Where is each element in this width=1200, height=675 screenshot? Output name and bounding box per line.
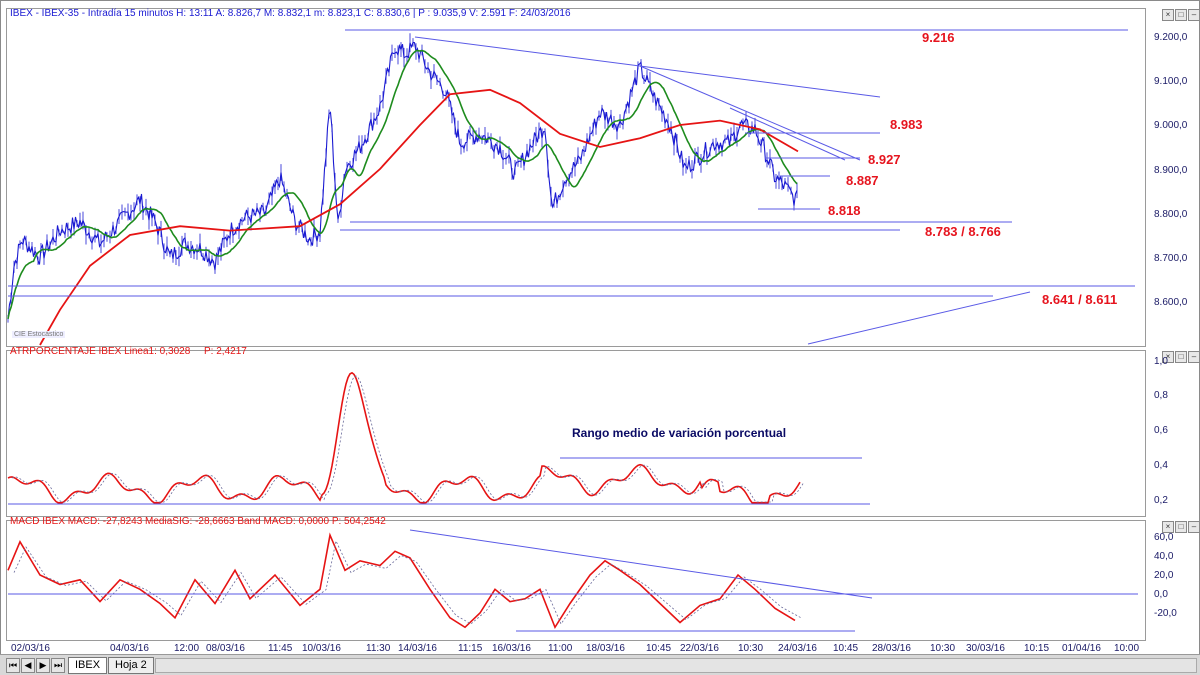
macd-panel-close-icon[interactable]: × [1162, 521, 1174, 533]
price-tick: 9.200,0 [1154, 32, 1188, 43]
macd-tick: 0,0 [1154, 589, 1168, 600]
level-label: 8.887 [846, 173, 879, 188]
x-tick: 18/03/16 [586, 643, 625, 654]
atr-note: Rango medio de variación porcentual [572, 426, 787, 440]
atr-tick: 0,2 [1154, 495, 1168, 506]
x-tick: 16/03/16 [492, 643, 531, 654]
price-axis [1147, 8, 1199, 347]
macd-tick: 60,0 [1154, 532, 1174, 543]
atr-signal-line [11, 375, 805, 503]
x-tick: 11:15 [458, 643, 483, 654]
sma-slow-line [39, 88, 799, 346]
price-tick: 9.100,0 [1154, 76, 1188, 87]
trend-line [729, 107, 846, 161]
tab-hoja-2[interactable]: Hoja 2 [108, 657, 154, 674]
atr-panel-title-a: ATRPORCENTAJE IBEX Linea1: 0,3028 [10, 346, 191, 357]
x-tick: 28/03/16 [872, 643, 911, 654]
sma-fast-line [7, 49, 798, 319]
price-tick: 8.900,0 [1154, 165, 1188, 176]
x-tick: 11:30 [366, 643, 391, 654]
first-sheet-icon[interactable]: ⏮ [6, 658, 20, 673]
x-tick: 24/03/16 [778, 643, 817, 654]
trend-lines-group [8, 29, 1138, 632]
atr-tick: 0,8 [1154, 390, 1168, 401]
macd-panel-title: MACD IBEX MACD: -27,8243 MediaSIG: -28,6… [10, 516, 386, 527]
atr-panel[interactable] [6, 350, 1146, 517]
macd-line [7, 532, 796, 630]
price-panel-maximize-icon[interactable]: □ [1175, 9, 1187, 21]
price-line [7, 41, 798, 319]
level-label: 8.927 [868, 152, 901, 167]
macd-tick: -20,0 [1154, 608, 1177, 619]
atr-tick: 1,0 [1154, 356, 1168, 367]
x-tick: 01/04/16 [1062, 643, 1101, 654]
x-tick: 10:45 [833, 643, 859, 654]
atr-panel-close-icon[interactable]: × [1162, 351, 1174, 363]
x-tick: 11:00 [548, 643, 573, 654]
price-tick: 8.600,0 [1154, 297, 1188, 308]
x-tick: 22/03/16 [680, 643, 719, 654]
sheet-tabs-bar: ⏮ ◀ ▶ ⏭ IBEX Hoja 2 [0, 654, 1200, 675]
tab-ibex[interactable]: IBEX [68, 657, 108, 674]
atr-tick: 0,6 [1154, 425, 1168, 436]
horizontal-scrollbar[interactable] [155, 658, 1197, 673]
level-label: 8.818 [828, 203, 861, 218]
x-tick: 11:45 [268, 643, 293, 654]
price-series-group [7, 33, 799, 346]
macd-panel-maximize-icon[interactable]: □ [1175, 521, 1187, 533]
x-tick: 08/03/16 [206, 643, 245, 654]
macd-series-group [7, 532, 802, 630]
level-label: 8.641 / 8.611 [1042, 292, 1118, 307]
trend-line [639, 65, 861, 161]
macd-tick: 40,0 [1154, 551, 1174, 562]
x-tick: 14/03/16 [398, 643, 437, 654]
stochastic-small-label: CIE Estocástico [12, 331, 66, 338]
x-tick: 10:00 [1114, 643, 1140, 654]
price-tick: 9.000,0 [1154, 120, 1188, 131]
price-panel[interactable] [6, 8, 1146, 347]
x-tick: 10:45 [646, 643, 672, 654]
atr-panel-title-b: P: 2,4217 [204, 346, 247, 357]
price-panel-title: IBEX - IBEX-35 - Intradía 15 minutos H: … [10, 8, 571, 19]
price-tick: 8.700,0 [1154, 253, 1188, 264]
trend-line [409, 529, 873, 599]
atr-panel-maximize-icon[interactable]: □ [1175, 351, 1187, 363]
level-label: 9.216 [922, 30, 955, 45]
macd-tick: 20,0 [1154, 570, 1174, 581]
last-sheet-icon[interactable]: ⏭ [51, 658, 65, 673]
atr-tick: 0,4 [1154, 460, 1168, 471]
x-tick: 10/03/16 [302, 643, 341, 654]
x-tick: 02/03/16 [11, 643, 50, 654]
macd-panel-minimize-icon[interactable]: – [1188, 521, 1200, 533]
atr-axis [1147, 350, 1199, 517]
macd-signal-line [13, 539, 802, 625]
atr-series-group [7, 371, 805, 504]
macd-axis [1147, 520, 1199, 641]
x-tick: 10:30 [930, 643, 956, 654]
x-tick: 10:30 [738, 643, 764, 654]
price-panel-close-icon[interactable]: × [1162, 9, 1174, 21]
x-tick: 04/03/16 [110, 643, 149, 654]
trend-line [414, 36, 881, 98]
next-sheet-icon[interactable]: ▶ [36, 658, 50, 673]
prev-sheet-icon[interactable]: ◀ [21, 658, 35, 673]
price-tick: 8.800,0 [1154, 209, 1188, 220]
x-tick: 12:00 [174, 643, 200, 654]
level-label: 8.783 / 8.766 [925, 224, 1001, 239]
x-tick: 10:15 [1024, 643, 1050, 654]
level-label: 8.983 [890, 117, 923, 132]
trend-line [807, 291, 1031, 345]
x-tick: 30/03/16 [966, 643, 1005, 654]
